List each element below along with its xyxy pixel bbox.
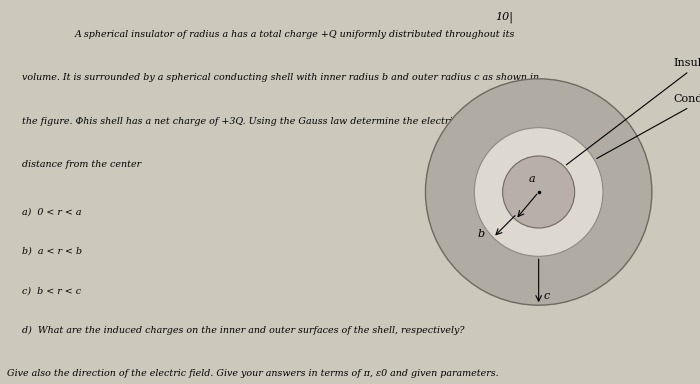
Text: the figure. Φhis shell has a net charge of +3Q. Using the Gauss law determine th: the figure. Φhis shell has a net charge … — [22, 117, 512, 126]
Circle shape — [426, 79, 652, 305]
Text: Give also the direction of the electric field. Give your answers in terms of π, : Give also the direction of the electric … — [7, 369, 498, 378]
Text: A spherical insulator of radius a has a total charge +Q uniformly distributed th: A spherical insulator of radius a has a … — [75, 30, 515, 39]
Text: Insulator: Insulator — [566, 58, 700, 165]
Text: c: c — [544, 291, 550, 301]
Text: Conductor: Conductor — [597, 94, 700, 159]
Circle shape — [503, 156, 575, 228]
Text: volume. It is surrounded by a spherical conducting shell with inner radius b and: volume. It is surrounded by a spherical … — [22, 73, 539, 83]
Text: b)  a < r < b: b) a < r < b — [22, 247, 82, 256]
Text: 10|: 10| — [495, 12, 513, 23]
Text: a)  0 < r < a: a) 0 < r < a — [22, 207, 82, 216]
Text: a: a — [528, 174, 535, 184]
Text: c)  b < r < c: c) b < r < c — [22, 286, 81, 295]
Text: distance from the center: distance from the center — [22, 160, 141, 169]
Circle shape — [475, 128, 603, 256]
Text: b: b — [477, 230, 485, 240]
Text: d)  What are the induced charges on the inner and outer surfaces of the shell, r: d) What are the induced charges on the i… — [22, 326, 465, 335]
